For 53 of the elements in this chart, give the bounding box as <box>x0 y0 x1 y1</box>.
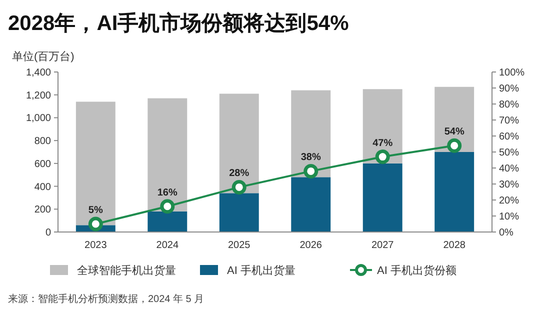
chart-title: 2028年，AI手机市场份额将达到54% <box>8 11 350 35</box>
x-tick-label: 2023 <box>84 240 108 251</box>
y2-tick-label: 0% <box>499 228 514 238</box>
y-tick-label: 800 <box>34 136 52 148</box>
x-tick-label: 2024 <box>156 240 179 251</box>
legend-label: 全球智能手机出货量 <box>77 264 176 277</box>
bar <box>362 89 402 164</box>
y2-tick-label: 70% <box>499 116 520 126</box>
bar <box>148 211 188 232</box>
y2-tick-label: 90% <box>499 84 520 94</box>
y2-tick-label: 80% <box>499 100 520 110</box>
y2-tick-label: 60% <box>499 132 520 142</box>
data-label: 16% <box>157 187 178 198</box>
bar <box>219 94 259 194</box>
bar <box>362 163 402 232</box>
source-note: 来源：智能手机分析预测数据，2024 年 5 月 <box>8 293 204 305</box>
y-tick-label: 1,000 <box>26 113 52 124</box>
data-label: 28% <box>229 168 250 180</box>
x-tick-label: 2027 <box>371 240 394 251</box>
bar <box>148 98 188 212</box>
point <box>447 138 462 153</box>
point <box>304 164 318 178</box>
point <box>160 199 175 214</box>
y-tick-label: 1,400 <box>26 68 52 78</box>
data-label: 38% <box>300 152 321 164</box>
y2-tick-label: 40% <box>499 164 520 174</box>
point <box>232 180 246 194</box>
bar <box>291 90 331 178</box>
data-label: 5% <box>88 205 103 216</box>
y-tick-label: 1,200 <box>26 90 52 102</box>
data-label: 54% <box>444 126 464 138</box>
bar <box>219 193 259 232</box>
x-tick-label: 2026 <box>300 240 322 251</box>
y-tick-label: 600 <box>34 158 52 170</box>
bar <box>76 102 116 226</box>
legend-label: AI 手机出货份额 <box>377 264 456 277</box>
y-tick-label: 0 <box>45 228 52 238</box>
x-tick-label: 2025 <box>228 240 251 251</box>
y-tick-label: 400 <box>34 182 52 193</box>
y2-tick-label: 30% <box>499 180 520 190</box>
legend-label: AI 手机出货量 <box>227 264 296 277</box>
data-label: 47% <box>372 138 393 149</box>
bar <box>291 177 331 232</box>
y2-tick-label: 100% <box>499 68 525 78</box>
y-tick-label: 200 <box>34 204 52 216</box>
y2-tick-label: 20% <box>499 196 520 206</box>
y2-tick-label: 50% <box>499 148 520 158</box>
point <box>375 150 390 164</box>
point <box>88 216 103 232</box>
y2-tick-label: 10% <box>499 212 520 222</box>
bar <box>434 152 474 232</box>
y-axis-title: 单位(百万台) <box>12 50 74 63</box>
x-tick-label: 2028 <box>443 240 466 251</box>
